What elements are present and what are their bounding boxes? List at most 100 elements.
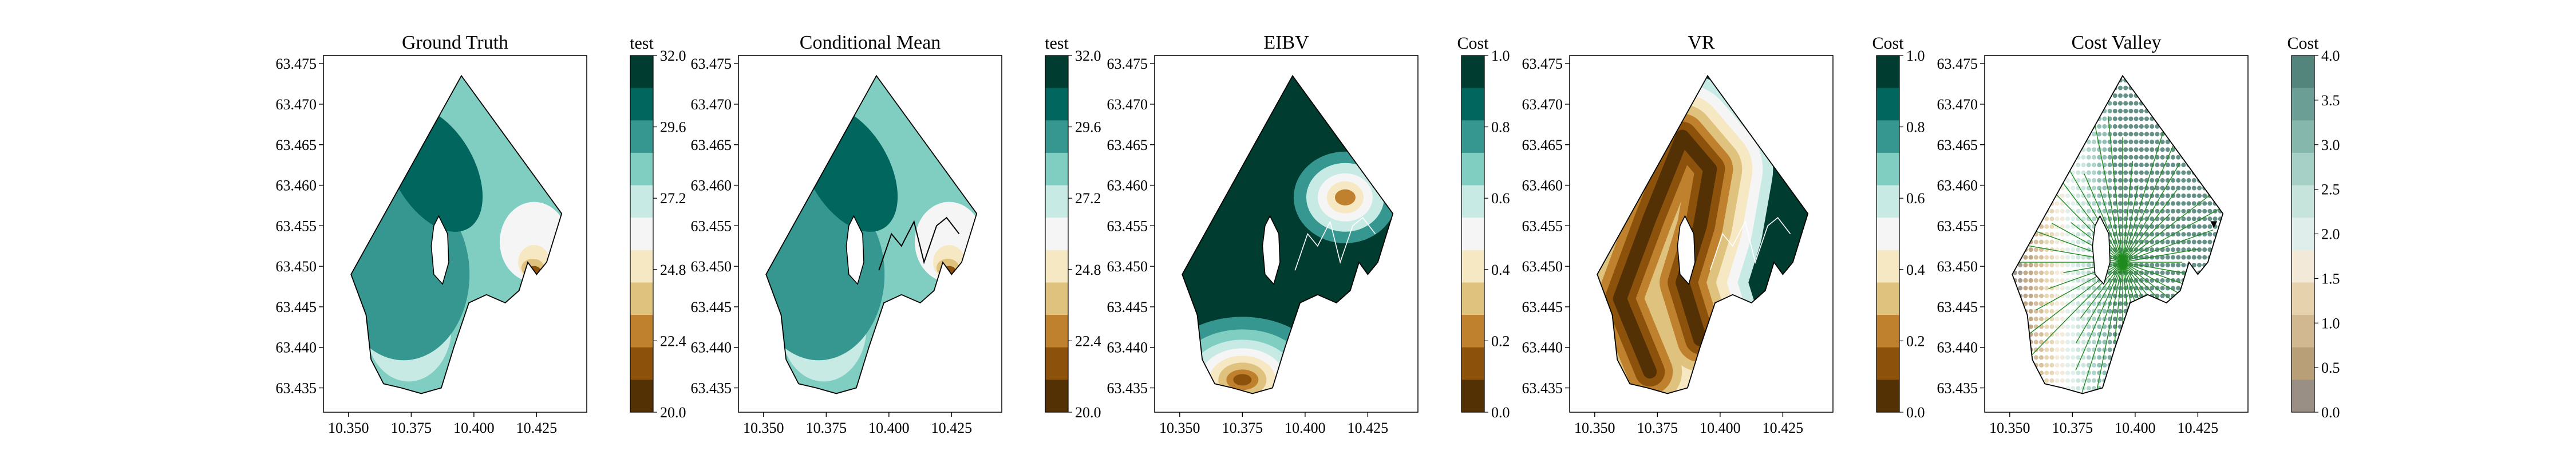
axes-frame bbox=[1984, 55, 2249, 413]
colorbar-segment bbox=[2291, 315, 2314, 348]
y-tick-label: 63.455 bbox=[1522, 218, 1563, 234]
field bbox=[1182, 76, 1393, 394]
y-tick-label: 63.435 bbox=[276, 380, 317, 397]
axes-frame bbox=[1154, 55, 1419, 413]
colorbar-tick-label: 29.6 bbox=[1075, 119, 1101, 136]
island-hole bbox=[1262, 215, 1281, 285]
colorbar-segment bbox=[1045, 185, 1068, 218]
panel-2: EIBV 10.350 10.375 10.400 10.425 63.475 63.470… bbox=[1107, 32, 1510, 436]
y-tick-label: 63.470 bbox=[1937, 96, 1978, 113]
y-tick-label: 63.455 bbox=[1937, 218, 1978, 234]
colorbar-segment bbox=[1461, 250, 1484, 283]
x-tick-label: 10.375 bbox=[806, 420, 847, 436]
colorbar-tick-label: 1.0 bbox=[1491, 48, 1510, 64]
x-tick-label: 10.375 bbox=[391, 420, 432, 436]
colorbar-tick-label: 1.5 bbox=[2321, 270, 2340, 287]
colorbar-tick-label: 0.8 bbox=[1491, 119, 1510, 136]
colorbar-tick-label: 29.6 bbox=[660, 119, 686, 136]
colorbar-segment bbox=[1045, 315, 1068, 348]
y-tick-label: 63.475 bbox=[1107, 56, 1148, 72]
colorbar-label: Cost bbox=[1457, 34, 1489, 53]
colorbar-frame bbox=[1045, 55, 1069, 413]
boundary bbox=[765, 74, 978, 394]
colorbar-segment bbox=[630, 120, 653, 153]
x-tick-label: 10.350 bbox=[328, 420, 369, 436]
y-tick-label: 63.465 bbox=[691, 137, 732, 153]
y-tick-label: 63.475 bbox=[1522, 56, 1563, 72]
colorbar-segment bbox=[1876, 185, 1899, 218]
field bbox=[766, 76, 977, 394]
y-tick-label: 63.445 bbox=[691, 299, 732, 315]
y-tick-label: 63.450 bbox=[1937, 258, 1978, 275]
x-tick-label: 10.400 bbox=[453, 420, 495, 436]
colorbar-segment bbox=[1876, 120, 1899, 153]
y-tick-label: 63.450 bbox=[691, 258, 732, 275]
colorbar-segment bbox=[1461, 315, 1484, 348]
y-tick-label: 63.465 bbox=[1107, 137, 1148, 153]
island-hole bbox=[430, 215, 449, 285]
colorbar-segment bbox=[1045, 218, 1068, 251]
y-tick-label: 63.465 bbox=[1937, 137, 1978, 153]
colorbar-segment bbox=[1045, 56, 1068, 89]
colorbar-segment bbox=[1461, 120, 1484, 153]
colorbar-segment bbox=[1461, 185, 1484, 218]
y-tick-label: 63.435 bbox=[1522, 380, 1563, 397]
colorbar-segment bbox=[1876, 152, 1899, 186]
colorbar-segment bbox=[2291, 56, 2314, 89]
y-tick-label: 63.450 bbox=[1522, 258, 1563, 275]
colorbar-tick-label: 27.2 bbox=[660, 190, 686, 207]
colorbar-segment bbox=[1461, 56, 1484, 89]
colorbar-tick-label: 0.0 bbox=[1491, 404, 1510, 421]
y-tick-label: 63.455 bbox=[276, 218, 317, 234]
x-tick-label: 10.375 bbox=[2052, 420, 2093, 436]
boundary bbox=[1182, 74, 1394, 394]
x-tick-label: 10.400 bbox=[1285, 420, 1326, 436]
x-tick-label: 10.425 bbox=[516, 420, 558, 436]
axes-frame bbox=[738, 55, 1002, 413]
field bbox=[1597, 76, 1808, 394]
y-tick-label: 63.475 bbox=[1937, 56, 1978, 72]
colorbar-segment bbox=[1876, 218, 1899, 251]
colorbar-segment bbox=[1876, 380, 1899, 413]
island-hole bbox=[2092, 215, 2111, 285]
colorbar-segment bbox=[2291, 347, 2314, 380]
colorbar-tick-label: 0.4 bbox=[1906, 262, 1925, 278]
x-tick-label: 10.425 bbox=[2178, 420, 2219, 436]
y-tick-label: 63.460 bbox=[691, 177, 732, 194]
panel-4: Cost Valley 10.350 10.375 10.400 10.425 63.47… bbox=[1937, 32, 2340, 436]
boundary bbox=[2012, 74, 2224, 394]
colorbar-segment bbox=[630, 218, 653, 251]
x-tick-label: 10.425 bbox=[1348, 420, 1389, 436]
y-tick-label: 63.465 bbox=[276, 137, 317, 153]
colorbar-segment bbox=[1876, 250, 1899, 283]
y-tick-label: 63.440 bbox=[1107, 339, 1148, 356]
boundary bbox=[1597, 74, 1809, 394]
panel-0: Ground Truth 10.350 10.375 10.400 10.425 63.4… bbox=[276, 32, 686, 436]
panel-title: Ground Truth bbox=[402, 32, 508, 53]
colorbar-tick-label: 24.8 bbox=[1075, 262, 1101, 278]
y-tick-label: 63.440 bbox=[691, 339, 732, 356]
colorbar-segment bbox=[1461, 282, 1484, 315]
x-tick-label: 10.400 bbox=[1700, 420, 1741, 436]
colorbar-tick-label: 0.6 bbox=[1906, 190, 1925, 207]
colorbar-segment bbox=[1045, 380, 1068, 413]
colorbar-tick-label: 20.0 bbox=[660, 404, 686, 421]
colorbar-tick-label: 1.0 bbox=[1906, 48, 1925, 64]
colorbar-segment bbox=[1876, 282, 1899, 315]
colorbar-segment bbox=[1461, 152, 1484, 186]
y-tick-label: 63.445 bbox=[1937, 299, 1978, 315]
x-tick-label: 10.425 bbox=[1763, 420, 1804, 436]
sampling-path bbox=[1709, 217, 1791, 271]
panel-title: VR bbox=[1688, 32, 1715, 53]
target-marker bbox=[2210, 221, 2218, 228]
colorbar-segment bbox=[1876, 88, 1899, 121]
y-tick-label: 63.440 bbox=[1522, 339, 1563, 356]
x-tick-label: 10.350 bbox=[743, 420, 784, 436]
colorbar-segment bbox=[1045, 282, 1068, 315]
y-tick-label: 63.435 bbox=[691, 380, 732, 397]
colorbar-segment bbox=[1876, 347, 1899, 380]
colorbar-frame bbox=[1461, 55, 1485, 413]
colorbar-tick-label: 0.0 bbox=[1906, 404, 1925, 421]
colorbar-tick-label: 1.0 bbox=[2321, 315, 2340, 331]
